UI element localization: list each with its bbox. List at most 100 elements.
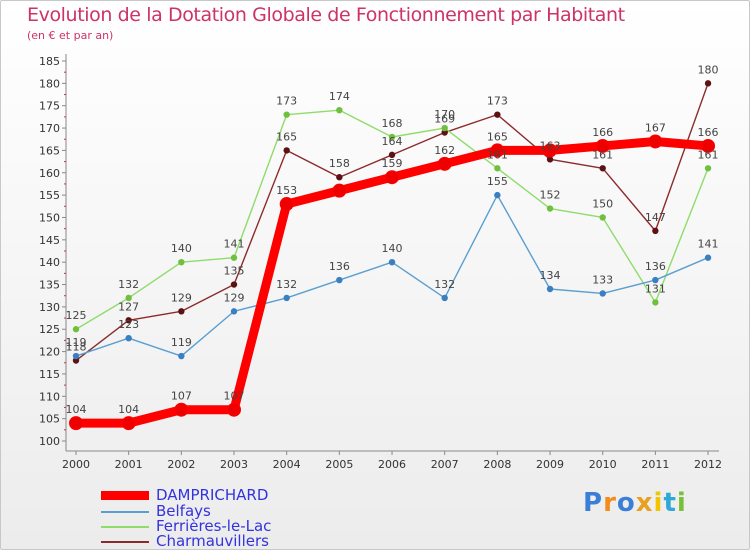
logo-letter: r xyxy=(603,488,617,518)
data-label-damprichard: 159 xyxy=(382,157,403,170)
data-label-charmauvillers: 169 xyxy=(434,113,455,126)
data-label-charmauvillers: 180 xyxy=(698,63,719,76)
series-points xyxy=(69,80,716,431)
data-point-ferrieres-le-lac xyxy=(599,214,606,221)
data-label-damprichard: 153 xyxy=(276,184,297,197)
legend-swatch-ferrieres-le-lac xyxy=(101,526,149,528)
data-label-ferrieres-le-lac: 131 xyxy=(645,282,666,295)
data-point-ferrieres-le-lac xyxy=(652,299,659,306)
data-label-damprichard: 107 xyxy=(224,390,245,403)
x-tick-label: 2001 xyxy=(115,458,143,471)
logo-letter: o xyxy=(616,488,636,518)
y-tick-label: 170 xyxy=(39,122,60,135)
data-point-ferrieres-le-lac xyxy=(388,133,396,141)
y-tick-label: 150 xyxy=(39,211,60,224)
data-point-belfays xyxy=(178,352,185,360)
data-point-belfays xyxy=(72,352,80,360)
data-point-charmauvillers xyxy=(652,227,659,235)
legend-label-damprichard: DAMPRICHARD xyxy=(156,486,269,504)
data-point-charmauvillers xyxy=(336,174,343,181)
data-label-charmauvillers: 147 xyxy=(645,211,666,224)
data-point-belfays xyxy=(283,294,290,302)
data-label-ferrieres-le-lac: 161 xyxy=(698,148,719,161)
y-tick-label: 145 xyxy=(39,234,60,247)
data-label-charmauvillers: 163 xyxy=(540,139,561,152)
data-label-belfays: 119 xyxy=(66,336,87,349)
y-tick-label: 115 xyxy=(39,368,60,381)
data-point-charmauvillers xyxy=(441,129,448,136)
data-point-ferrieres-le-lac xyxy=(125,294,132,302)
logo-letter: i xyxy=(653,488,664,518)
x-tick-label: 2004 xyxy=(273,458,301,471)
data-point-belfays xyxy=(652,276,659,284)
data-label-damprichard: 167 xyxy=(645,121,666,134)
data-point-damprichard xyxy=(385,170,400,185)
data-point-belfays xyxy=(494,191,501,199)
x-tick-label: 2005 xyxy=(325,458,353,471)
data-label-ferrieres-le-lac: 173 xyxy=(276,95,297,108)
data-label-damprichard: 104 xyxy=(118,403,139,416)
data-point-ferrieres-le-lac xyxy=(494,165,501,172)
data-point-damprichard xyxy=(490,143,505,158)
data-point-damprichard xyxy=(121,416,136,431)
logo-letter: i xyxy=(676,488,687,518)
data-label-damprichard: 162 xyxy=(434,144,455,157)
data-point-belfays xyxy=(441,294,448,302)
data-label-ferrieres-le-lac: 170 xyxy=(434,108,455,121)
data-label-charmauvillers: 118 xyxy=(66,341,87,354)
data-point-ferrieres-le-lac xyxy=(230,254,238,261)
data-point-damprichard xyxy=(648,134,663,149)
data-point-belfays xyxy=(388,258,396,266)
legend-swatch-charmauvillers xyxy=(101,541,149,543)
data-label-ferrieres-le-lac: 140 xyxy=(171,242,192,255)
data-point-ferrieres-le-lac xyxy=(72,326,80,333)
x-tick-label: 2010 xyxy=(589,458,617,471)
y-tick-label: 130 xyxy=(39,301,60,314)
data-point-damprichard xyxy=(543,143,558,158)
y-tick-label: 110 xyxy=(39,390,60,403)
x-tick-label: 2008 xyxy=(483,458,511,471)
y-tick-label: 165 xyxy=(39,144,60,157)
data-label-belfays: 140 xyxy=(382,242,403,255)
data-point-charmauvillers xyxy=(72,357,80,364)
data-point-charmauvillers xyxy=(494,111,501,118)
data-label-belfays: 141 xyxy=(698,238,719,251)
x-tick-label: 2000 xyxy=(62,458,90,471)
data-point-damprichard xyxy=(437,156,452,171)
data-label-charmauvillers: 135 xyxy=(224,265,245,278)
data-point-damprichard xyxy=(595,138,610,153)
x-tick-label: 2003 xyxy=(220,458,248,471)
data-label-ferrieres-le-lac: 168 xyxy=(382,117,403,130)
y-tick-label: 160 xyxy=(39,167,60,180)
legend-label-ferrieres-le-lac: Ferrières-le-Lac xyxy=(156,517,272,535)
data-label-ferrieres-le-lac: 152 xyxy=(540,189,561,202)
data-point-charmauvillers xyxy=(125,317,132,324)
data-point-ferrieres-le-lac xyxy=(283,111,290,118)
y-tick-label: 180 xyxy=(39,77,60,90)
legend-label-charmauvillers: Charmauvillers xyxy=(156,532,269,550)
data-label-damprichard: 104 xyxy=(66,403,87,416)
axes: 100 105 110 115 120 125 130 135 140 145 150 155 160 1… xyxy=(39,54,722,471)
data-point-damprichard xyxy=(174,402,189,417)
data-label-belfays: 136 xyxy=(329,260,350,273)
data-labels: 118 127 129 135 165 158 164 169 173 163 161 147 180 1… xyxy=(66,63,719,416)
data-point-damprichard xyxy=(227,402,242,417)
data-label-damprichard: 165 xyxy=(487,130,508,143)
data-point-damprichard xyxy=(69,416,83,431)
data-point-damprichard xyxy=(701,138,716,153)
data-point-belfays xyxy=(336,276,343,284)
data-label-charmauvillers: 173 xyxy=(487,95,508,108)
data-label-belfays: 136 xyxy=(645,260,666,273)
data-label-ferrieres-le-lac: 161 xyxy=(487,148,508,161)
y-tick-label: 105 xyxy=(39,413,60,426)
y-tick-label: 100 xyxy=(39,435,60,448)
y-tick-label: 120 xyxy=(39,346,60,359)
data-point-charmauvillers xyxy=(704,80,712,87)
data-point-ferrieres-le-lac xyxy=(441,124,448,132)
data-label-ferrieres-le-lac: 141 xyxy=(224,238,245,251)
data-point-belfays xyxy=(125,334,132,342)
legend-swatch-belfays xyxy=(101,511,149,513)
data-point-belfays xyxy=(599,290,606,297)
